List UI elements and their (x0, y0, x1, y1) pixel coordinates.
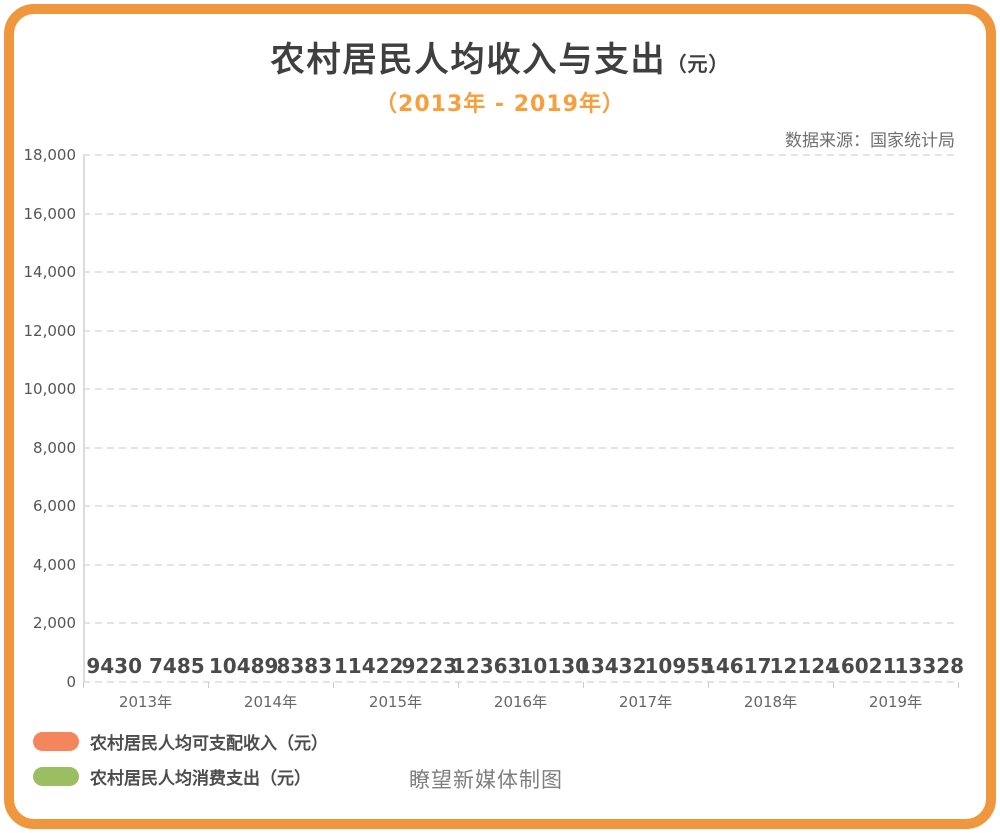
x-axis-label: 2019年 (868, 693, 923, 711)
bar-value-label-expense: 8383 (276, 654, 333, 678)
page-title: 农村居民人均收入与支出（元） (0, 40, 1000, 80)
y-axis-label: 4,000 (33, 555, 76, 574)
income-series-swatch (33, 732, 79, 751)
x-axis-label: 2016年 (493, 693, 548, 711)
legend-item-expense: 农村居民人均消费支出（元） (33, 764, 328, 789)
y-axis-label: 10,000 (23, 380, 77, 399)
bar-value-labels: 10489 8383 (209, 654, 332, 678)
x-axis-label: 2018年 (743, 693, 798, 711)
income-series-label: 农村居民人均可支配收入（元） (90, 734, 328, 754)
bar-value-label-income: 16021 (826, 654, 897, 678)
expense-series-label: 农村居民人均消费支出（元） (90, 769, 311, 789)
bar-value-label-expense: 7485 (149, 654, 205, 678)
y-axis-label: 16,000 (23, 204, 77, 223)
page-subtitle: （2013年 - 2019年） (375, 92, 625, 118)
bar-value-labels: 12363 10130 (452, 654, 589, 678)
bar-value-label-expense: 10955 (644, 654, 715, 678)
bar-value-labels: 13432 10955 (577, 654, 714, 678)
bar-value-label-expense: 13328 (894, 654, 965, 678)
y-grid-line (83, 622, 958, 625)
x-axis-tick (708, 682, 709, 688)
bar-value-label-income: 11422 (333, 654, 404, 678)
page-title-text: 农村居民人均收入与支出 (270, 40, 667, 80)
y-grid-line (83, 446, 958, 449)
x-axis-tick (958, 682, 959, 688)
x-axis-label: 2017年 (618, 693, 673, 711)
x-axis-tick (333, 682, 334, 688)
y-grid-line (83, 271, 958, 274)
bar-value-labels: 11422 9223 (334, 654, 457, 678)
x-axis-label: 2013年 (118, 693, 173, 711)
y-grid-line (83, 329, 958, 332)
x-axis-label: 2014年 (243, 693, 298, 711)
bar-value-label-income: 10489 (208, 654, 279, 678)
page-title-unit: （元） (666, 52, 730, 76)
bar-value-labels: 16021 13328 (827, 654, 964, 678)
y-grid-line (83, 388, 958, 391)
bar-value-label-income: 9430 (86, 654, 142, 678)
y-grid-line (83, 212, 958, 215)
y-grid-line (83, 154, 958, 156)
y-axis-label: 6,000 (33, 497, 76, 516)
chart-legend: 农村居民人均可支配收入（元） 农村居民人均消费支出（元） (33, 729, 328, 799)
data-source-label: 数据来源：国家统计局 (785, 131, 955, 151)
x-axis-tick (208, 682, 209, 688)
y-grid-line (83, 505, 958, 508)
bar-value-labels: 14617 12124 (702, 654, 839, 678)
expense-series-swatch (33, 767, 79, 786)
y-axis-label: 8,000 (33, 438, 76, 457)
x-axis-tick (458, 682, 459, 688)
y-grid-line (83, 681, 958, 683)
bar-value-label-expense: 9223 (401, 654, 458, 678)
y-axis-label: 0 (66, 673, 76, 691)
y-axis-label: 18,000 (23, 146, 77, 164)
y-axis-label: 12,000 (23, 321, 77, 340)
x-axis-tick (833, 682, 834, 688)
bar-value-label-expense: 10130 (519, 654, 590, 678)
y-grid-line (83, 563, 958, 566)
x-axis-tick (83, 682, 84, 688)
y-axis-label: 14,000 (23, 263, 77, 282)
bar-value-label-income: 12363 (451, 654, 522, 678)
bar-value-label-income: 14617 (701, 654, 772, 678)
x-axis-label: 2015年 (368, 693, 423, 711)
x-axis-tick (583, 682, 584, 688)
y-axis-label: 2,000 (33, 614, 76, 633)
chart-header: 农村居民人均收入与支出（元） （2013年 - 2019年） (0, 40, 1000, 118)
bar-value-label-income: 13432 (576, 654, 647, 678)
y-axis-line (83, 155, 85, 682)
credit-label: 瞭望新媒体制图 (409, 768, 563, 792)
bar-value-label-expense: 12124 (769, 654, 840, 678)
legend-item-income: 农村居民人均可支配收入（元） (33, 729, 328, 754)
bar-value-labels: 9430 7485 (86, 654, 204, 678)
